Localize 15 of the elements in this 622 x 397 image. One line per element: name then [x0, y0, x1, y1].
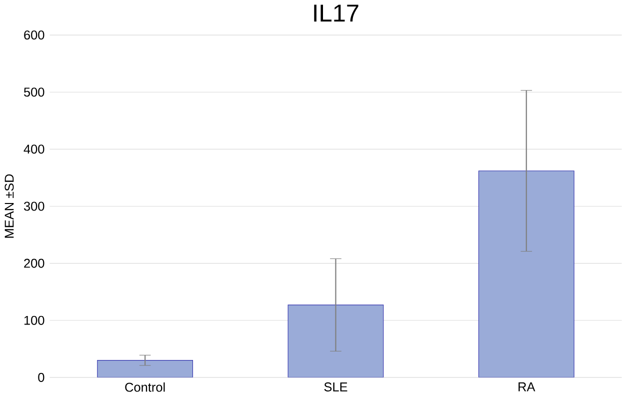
x-tick-label: SLE	[324, 382, 348, 392]
x-tick-label: Control	[125, 382, 165, 392]
bar	[288, 304, 384, 378]
y-tick-label: 300	[24, 202, 44, 211]
y-axis-title: MEAN ±SD	[4, 174, 14, 238]
y-tick-label: 500	[24, 88, 44, 97]
y-tick-label: 100	[24, 316, 44, 326]
y-tick-label: 200	[24, 259, 44, 268]
x-tick-label: RA	[518, 382, 536, 392]
y-tick-label: 400	[24, 144, 44, 154]
bar	[97, 360, 194, 378]
chart-title: IL17	[314, 4, 358, 22]
y-tick-label: 600	[24, 30, 44, 40]
bar	[478, 170, 574, 378]
y-tick-label: 0	[38, 373, 44, 382]
